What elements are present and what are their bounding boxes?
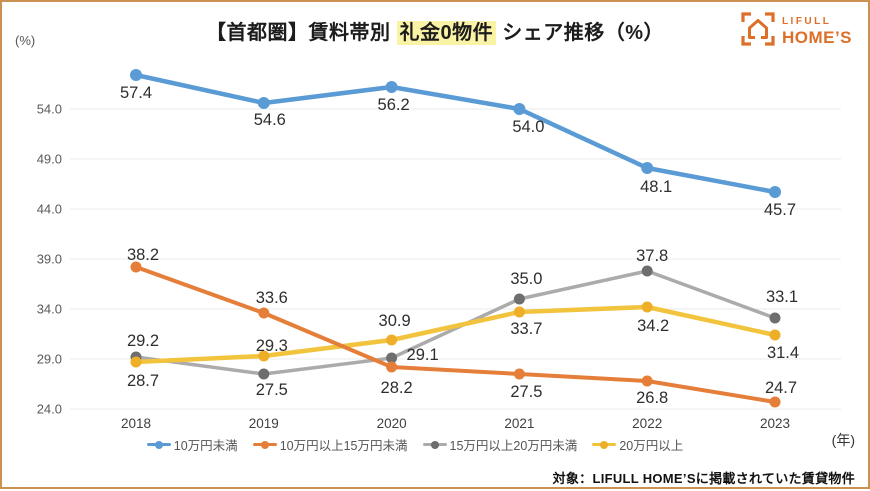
data-point	[130, 69, 142, 81]
data-point	[386, 352, 398, 364]
y-axis-unit-label: (%)	[15, 33, 36, 48]
data-label: 34.2	[637, 317, 669, 335]
data-point	[641, 162, 654, 174]
data-point	[258, 368, 270, 380]
data-label: 33.7	[510, 320, 542, 338]
data-label: 33.6	[256, 289, 288, 307]
data-label: 33.1	[766, 288, 798, 306]
data-point	[513, 368, 525, 380]
data-point	[386, 361, 398, 373]
x-axis-unit-label: (年)	[831, 432, 855, 448]
legend-item-1: 10万円以上15万円未満	[252, 435, 408, 454]
legend-label: 10万円以上15万円未満	[279, 439, 408, 453]
data-point	[641, 301, 653, 313]
data-label: 54.0	[512, 118, 544, 136]
data-label: 27.5	[256, 381, 288, 399]
data-point	[513, 293, 525, 305]
x-tick-label: 2022	[632, 416, 662, 431]
legend-label: 20万円以上	[619, 439, 684, 453]
x-tick-label: 2018	[121, 416, 151, 431]
data-label: 56.2	[378, 96, 410, 114]
data-point	[258, 307, 270, 319]
data-label: 24.7	[765, 379, 797, 397]
title-post: シェア推移（%）	[496, 22, 665, 44]
lifull-homes-logo: LIFULL HOME’S	[741, 12, 852, 51]
x-tick-label: 2021	[504, 416, 534, 431]
data-label: 28.2	[381, 379, 413, 397]
legend-marker-icon	[422, 440, 447, 449]
legend-marker-icon	[252, 440, 277, 449]
x-tick-label: 2020	[377, 416, 407, 431]
legend-item-3: 20万円以上	[592, 435, 683, 454]
data-label: 29.1	[407, 346, 439, 364]
house-viewfinder-icon	[741, 12, 775, 51]
y-tick-label: 44.0	[37, 202, 62, 217]
data-point	[386, 334, 398, 346]
data-label: 28.7	[127, 372, 159, 390]
x-tick-label: 2023	[760, 416, 790, 431]
series-line-0	[133, 72, 778, 195]
data-point	[641, 375, 653, 387]
data-label: 37.8	[636, 247, 668, 265]
y-tick-label: 49.0	[37, 152, 62, 167]
y-tick-label: 29.0	[37, 352, 62, 367]
data-label: 26.8	[636, 389, 668, 407]
data-label: 29.3	[256, 337, 288, 355]
data-label: 27.5	[510, 383, 542, 401]
legend-item-0: 10万円未満	[146, 435, 238, 454]
data-label: 48.1	[640, 178, 672, 196]
data-label: 30.9	[379, 312, 411, 330]
data-label: 57.4	[120, 84, 152, 102]
y-tick-label: 39.0	[37, 252, 62, 267]
data-point	[258, 350, 270, 362]
data-point	[769, 329, 781, 341]
data-point	[130, 356, 142, 368]
data-label: 29.2	[127, 332, 159, 350]
data-label: 38.2	[127, 246, 159, 264]
data-point	[641, 265, 653, 277]
legend-marker-icon	[592, 440, 617, 449]
data-point	[130, 261, 142, 273]
data-point	[385, 81, 398, 93]
logo-text: LIFULL HOME’S	[781, 16, 852, 47]
title-highlight: 礼金0物件	[396, 21, 497, 45]
y-tick-label: 34.0	[37, 302, 62, 317]
data-label: 54.6	[254, 111, 286, 129]
legend-label: 15万円以上20万円未満	[449, 439, 578, 453]
logo-brand-top: LIFULL	[781, 16, 832, 27]
data-point	[513, 103, 526, 115]
legend-item-2: 15万円以上20万円未満	[422, 435, 578, 454]
chart-legend: 10万円未満 10万円以上15万円未満 15万円以上20万円未満 20万円以上	[2, 435, 828, 454]
series-line-3	[133, 304, 778, 365]
logo-brand-bottom: HOME’S	[781, 28, 852, 47]
series-line-2	[134, 269, 777, 376]
y-tick-label: 54.0	[37, 102, 62, 117]
data-point	[769, 396, 781, 408]
data-point	[513, 306, 525, 318]
y-tick-label: 24.0	[37, 402, 62, 417]
footer-note: 対象：LIFULL HOME’Sに掲載されていた賃貸物件	[552, 471, 855, 486]
data-point	[769, 312, 781, 324]
title-pre: 【首都圏】賃料帯別	[205, 22, 397, 44]
x-tick-label: 2019	[249, 416, 279, 431]
data-point	[769, 186, 781, 198]
data-label: 35.0	[510, 270, 542, 288]
data-label: 45.7	[764, 201, 796, 219]
legend-label: 10万円未満	[173, 439, 238, 453]
data-point	[257, 97, 270, 109]
legend-marker-icon	[146, 440, 171, 449]
data-label: 31.4	[767, 344, 799, 362]
series-line-1	[134, 265, 777, 404]
page-title: 【首都圏】賃料帯別 礼金0物件 シェア推移（%）	[2, 16, 868, 45]
